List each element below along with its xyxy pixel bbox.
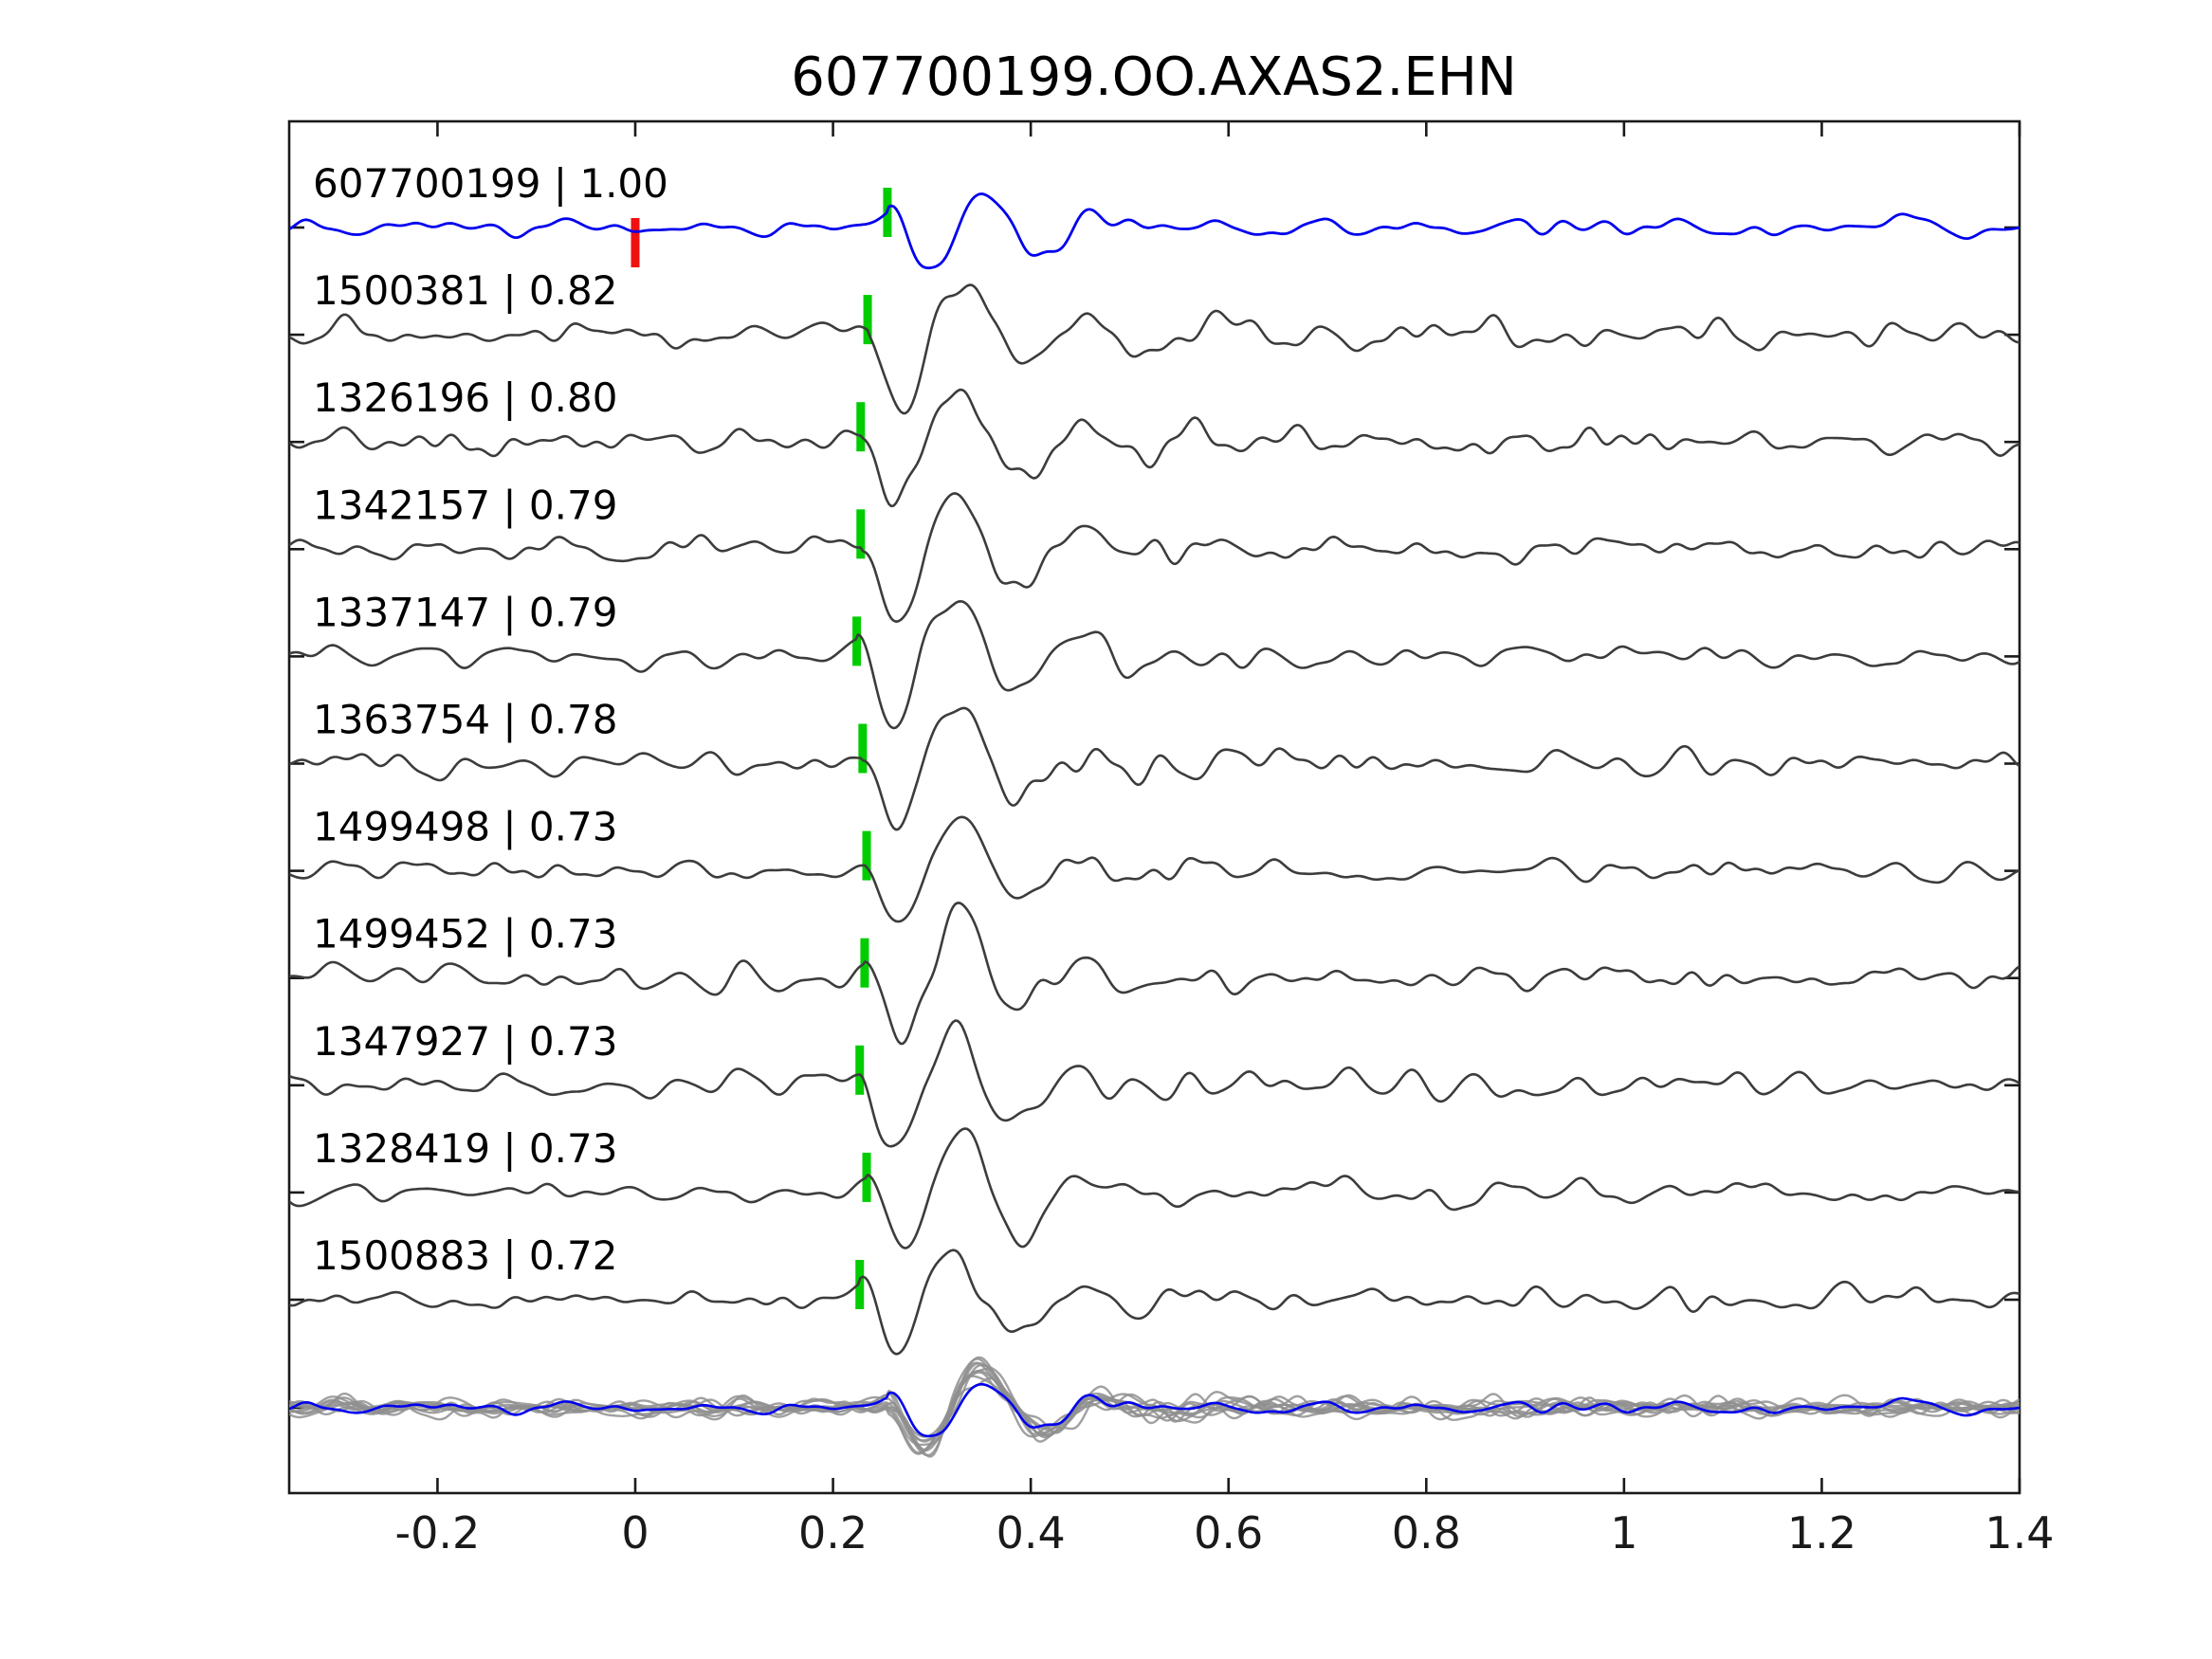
- pick-marker-1500883: [855, 1260, 865, 1309]
- x-tick-label: 0.6: [1194, 1507, 1263, 1559]
- trace-1500381: [289, 283, 2020, 415]
- trace-1337147: [289, 599, 2020, 730]
- origin-marker: [631, 218, 640, 267]
- pick-marker-1500381: [863, 295, 872, 345]
- trace-1326196: [289, 388, 2020, 508]
- trace-label-1499498: 1499498 | 0.73: [313, 804, 617, 850]
- trace-1499498: [289, 815, 2020, 923]
- trace-label-1500381: 1500381 | 0.82: [313, 267, 617, 314]
- pick-marker-1337147: [852, 616, 862, 666]
- x-tick-label: 0.4: [996, 1507, 1066, 1559]
- trace-1328419: [289, 1127, 2020, 1249]
- trace-label-1500883: 1500883 | 0.72: [313, 1232, 617, 1279]
- trace-1500883: [289, 1249, 2020, 1356]
- x-tick-label: -0.2: [395, 1507, 481, 1559]
- x-tick-label: 0.8: [1392, 1507, 1461, 1559]
- trace-1347927: [289, 1019, 2020, 1148]
- trace-label-1326196: 1326196 | 0.80: [313, 374, 617, 421]
- x-tick-label: 0.2: [798, 1507, 868, 1559]
- axes-frame: [287, 119, 2021, 1495]
- trace-label-1499452: 1499452 | 0.73: [313, 911, 617, 957]
- x-tick-label: 0: [621, 1507, 649, 1559]
- trace-label-1347927: 1347927 | 0.73: [313, 1018, 617, 1065]
- pick-marker-1326196: [856, 402, 866, 452]
- trace-1499452: [289, 902, 2020, 1046]
- pick-marker-1499498: [862, 830, 871, 881]
- x-tick-label: 1.4: [1984, 1507, 2054, 1559]
- trace-label-1337147: 1337147 | 0.79: [313, 589, 617, 635]
- x-tick-label: 1.2: [1787, 1507, 1856, 1559]
- trace-1342157: [289, 492, 2020, 624]
- trace-1363754: [289, 706, 2020, 831]
- trace-label-1342157: 1342157 | 0.79: [313, 482, 617, 528]
- trace-label-1363754: 1363754 | 0.78: [313, 697, 617, 743]
- trace-label-1328419: 1328419 | 0.73: [313, 1125, 617, 1172]
- pick-marker-1347927: [855, 1045, 865, 1095]
- trace-label-607700199: 607700199 | 1.00: [313, 160, 668, 207]
- trace-607700199: [289, 192, 2020, 270]
- pick-marker-1363754: [858, 723, 868, 774]
- overlay-trace-607700199: [289, 1382, 2020, 1438]
- plot-title: 607700199.OO.AXAS2.EHN: [791, 46, 1517, 108]
- x-tick-label: 1: [1610, 1507, 1637, 1559]
- pick-marker-1342157: [856, 509, 866, 559]
